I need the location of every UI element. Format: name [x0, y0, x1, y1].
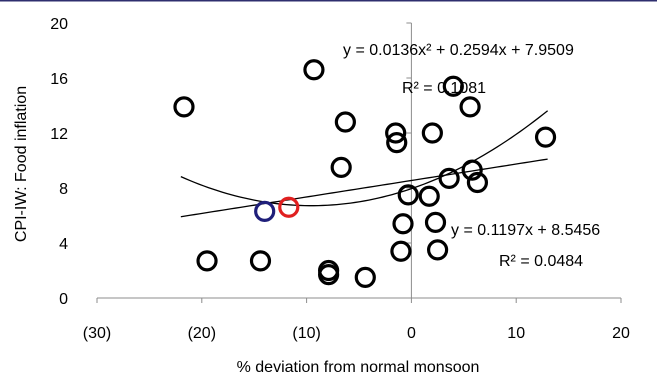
linear-trendline: [180, 158, 548, 218]
y-tick-label: 8: [59, 181, 68, 198]
data-point: [424, 211, 447, 233]
data-point: [254, 200, 276, 222]
x-tick-label: 0: [407, 325, 416, 342]
x-tick-label: (10): [292, 325, 320, 342]
x-tick-label: (20): [188, 325, 216, 342]
data-point: [303, 59, 325, 81]
data-point: [330, 156, 352, 178]
data-point: [442, 75, 464, 97]
data-point: [334, 111, 356, 133]
trendlines: [180, 110, 549, 218]
poly-trendline-r2: R² = 0.1081: [402, 80, 486, 97]
linear-trendline-r2: R² = 0.0484: [499, 253, 583, 270]
data-point: [196, 250, 218, 272]
data-point: [427, 239, 449, 261]
poly-trendline-equation: y = 0.0136x² + 0.2594x + 7.9509: [343, 42, 574, 59]
data-point: [421, 122, 443, 144]
data-point: [278, 196, 300, 218]
linear-trendline-equation: y = 0.1197x + 8.5456: [451, 222, 600, 239]
data-point: [385, 122, 407, 144]
data-point: [354, 266, 376, 288]
y-tick-label: 0: [59, 291, 68, 308]
x-tick-label: 20: [612, 325, 630, 342]
data-point: [390, 240, 412, 262]
data-point: [392, 213, 414, 235]
data-points: [173, 59, 557, 288]
data-point: [173, 96, 195, 118]
x-axis-title: % deviation from normal monsoon: [237, 359, 480, 376]
data-point: [318, 259, 340, 282]
poly-trendline: [180, 110, 549, 207]
data-point: [459, 96, 481, 118]
y-axis-title: CPI-IW: Food inflation: [13, 86, 30, 242]
data-point: [466, 171, 489, 194]
data-point: [386, 132, 408, 154]
x-tick-label: (30): [83, 325, 111, 342]
axes: (30) (20) (10) 0 10 20 0 4 8 12 16 20: [50, 16, 630, 342]
y-tick-label: 20: [50, 16, 68, 33]
x-tick-label: 10: [507, 325, 525, 342]
y-tick-label: 16: [50, 71, 68, 88]
data-point: [438, 167, 460, 189]
data-point: [418, 185, 440, 207]
data-point: [397, 184, 419, 206]
y-tick-label: 4: [59, 236, 68, 253]
data-point: [461, 159, 483, 181]
y-tick-label: 12: [50, 126, 68, 143]
data-point: [249, 250, 272, 272]
data-point: [534, 126, 557, 148]
